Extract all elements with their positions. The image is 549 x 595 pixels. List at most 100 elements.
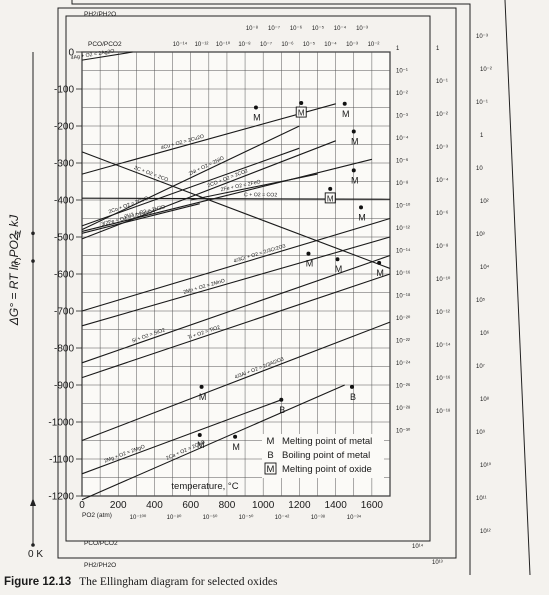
- pco-top-tick-3: 10⁻⁵: [312, 25, 325, 32]
- series-line-10: [81, 236, 391, 327]
- legend-symbol-2: M: [267, 464, 275, 475]
- y-tick-label: -200: [54, 122, 74, 133]
- po2-bottom-tick-2: 10⁻⁶⁰: [203, 514, 218, 521]
- x-tick-label: 1400: [325, 500, 348, 511]
- series-line-14: [81, 321, 391, 442]
- marker-dot-7: [306, 251, 311, 256]
- pco-right-tick-2: 10⁻²: [436, 112, 448, 118]
- marker-dot-14: [233, 434, 238, 439]
- y-tick-label: -1000: [48, 418, 74, 429]
- y-tick-label: 0: [68, 48, 74, 59]
- pco-top-tick-1: 10⁻⁷: [268, 25, 280, 32]
- po2-top-tick-8: 10⁻³: [346, 42, 358, 48]
- po2-right-tick-13: 10⁻²²: [396, 339, 410, 345]
- series-line-16: [81, 384, 345, 501]
- marker-symbol-8: M: [335, 264, 343, 274]
- pco-right-tick-8: 10⁻¹²: [436, 310, 450, 316]
- zero-k-label: 0 K: [28, 549, 43, 560]
- legend-label-1: Boiling point of metal: [282, 450, 370, 461]
- po2-right-tick-1: 10⁻¹: [396, 69, 408, 75]
- legend-label-0: Melting point of metal: [282, 436, 372, 447]
- marker-dot-2: [342, 101, 347, 106]
- po2-top-tick-0: 10⁻¹⁴: [173, 41, 188, 48]
- pco-scale-title-bottom: PCO/PCO2: [84, 540, 118, 547]
- ph2-right-tick-5: 10²: [480, 199, 489, 205]
- figure-caption: Figure 12.13 The Ellingham diagram for se…: [4, 576, 277, 588]
- marker-symbol-5: M: [327, 194, 334, 203]
- marker-symbol-6: M: [358, 212, 366, 222]
- po2-frame: [65, 15, 431, 542]
- marker-symbol-10: M: [199, 392, 207, 402]
- series-label-8: C + O2 = CO2: [244, 192, 277, 198]
- po2-top-tick-4: 10⁻⁷: [260, 41, 272, 48]
- caption-number: Figure 12.13: [4, 576, 72, 588]
- series-line-9: [81, 151, 391, 269]
- po2-right-tick-16: 10⁻²⁸: [396, 405, 411, 412]
- left-marker-c-dot: [31, 259, 35, 263]
- marker-dot-4: [351, 168, 356, 173]
- po2-top-tick-9: 10⁻²: [368, 42, 380, 48]
- x-tick-label: 1200: [288, 500, 311, 511]
- series-line-1: [81, 103, 336, 175]
- marker-dot-3: [351, 129, 356, 134]
- y-axis-label: ΔG° = RT ln PO2, kJ: [7, 214, 21, 326]
- ph2-right-tick-13: 10¹⁰: [480, 462, 492, 469]
- ph2-scale-title: PH2/PH2O: [84, 11, 116, 18]
- po2-bottom-tick-5: 10⁻³⁸: [311, 514, 326, 521]
- marker-dot-1: [299, 101, 304, 106]
- legend-symbol-1: B: [267, 450, 273, 461]
- y-tick-label: -800: [54, 344, 74, 355]
- marker-dot-5: [328, 186, 333, 191]
- y-tick-label: -500: [54, 233, 74, 244]
- series-line-7: [81, 203, 200, 234]
- pco-top-tick-5: 10⁻³: [356, 26, 368, 32]
- marker-dot-11: [279, 397, 284, 402]
- po2-right-tick-8: 10⁻¹²: [396, 226, 410, 232]
- ph2-right-tick-0: 10⁻³: [476, 34, 488, 40]
- y-tick-label: -1200: [48, 492, 74, 503]
- ph2-right-tick-15: 10¹²: [480, 529, 491, 535]
- ph2-right-tick-10: 10⁷: [476, 363, 485, 370]
- po2-top-tick-7: 10⁻⁴: [324, 41, 337, 48]
- marker-dot-9: [377, 260, 382, 265]
- pco-bottom-right-tick-1: 10¹³: [432, 560, 443, 566]
- po2-top-tick-1: 10⁻¹²: [195, 42, 209, 48]
- series-line-13: [81, 273, 391, 379]
- ellingham-chart: 0 -100 -200 -300 -400 -500 -600 -700 -800 -900 -10…: [7, 0, 531, 576]
- ph2-right-tick-14: 10¹¹: [476, 496, 487, 502]
- po2-right-tick-12: 10⁻²⁰: [396, 315, 411, 322]
- pco-bottom-right-tick-0: 10¹⁴: [412, 543, 424, 550]
- pco-right-tick-4: 10⁻⁴: [436, 177, 449, 184]
- pco-top-tick-0: 10⁻⁸: [246, 25, 259, 32]
- marker-symbol-12: B: [350, 392, 356, 402]
- left-marker-h-dot: [31, 231, 35, 236]
- series-line-0: [81, 51, 133, 61]
- zero-k-dot: [31, 543, 35, 547]
- legend-label-2: Melting point of oxide: [282, 464, 372, 475]
- series-line-11: [81, 217, 391, 312]
- po2-right-tick-0: 1: [396, 46, 400, 52]
- y-tick-label: -300: [54, 159, 74, 170]
- po2-bottom-tick-0: 10⁻¹⁰⁰: [130, 514, 147, 521]
- legend-box: [262, 434, 384, 478]
- ph2-scale-title-bottom: PH2/PH2O: [84, 562, 116, 569]
- po2-right-tick-2: 10⁻²: [396, 91, 408, 97]
- x-axis-label: temperature, °C: [171, 481, 238, 492]
- zero-k-arrowhead: [30, 498, 36, 506]
- series-line-15: [81, 399, 282, 475]
- marker-symbol-14: M: [232, 442, 240, 452]
- marker-symbol-13: M: [197, 440, 205, 450]
- x-tick-label: 1600: [361, 500, 384, 511]
- marker-dot-12: [349, 384, 354, 389]
- legend-symbol-box-2: [264, 462, 277, 475]
- x-tick-label: 1000: [252, 500, 275, 511]
- marker-dot-13: [197, 432, 202, 437]
- po2-top-tick-6: 10⁻⁵: [303, 41, 316, 48]
- x-tick-label: 800: [219, 500, 236, 511]
- ph2-right-tick-4: 10: [476, 166, 483, 172]
- y-tick-label: -1100: [49, 455, 74, 466]
- pco-right-tick-0: 1: [436, 46, 440, 52]
- left-marker-c: C: [14, 257, 22, 268]
- pco-right-tick-11: 10⁻¹⁸: [436, 408, 451, 415]
